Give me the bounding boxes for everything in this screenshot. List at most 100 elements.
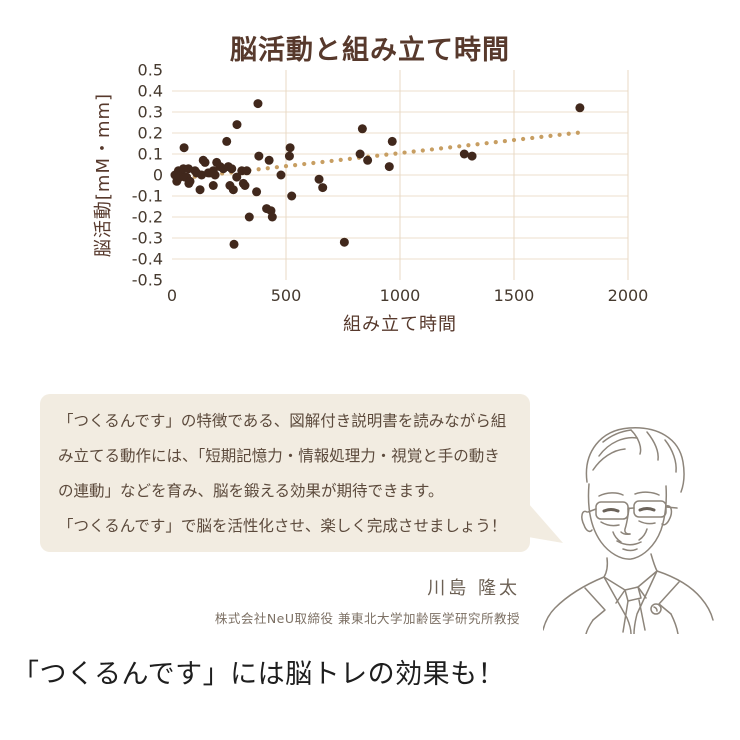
speech-bubble: 「つくるんです」の特徴である、図解付き説明書を読みながら組 み立てる動作には、「… [40,394,530,552]
portrait-illustration [543,427,714,634]
trend-dot [256,167,261,172]
trend-dot [493,140,498,145]
x-tick-label: 1500 [494,286,535,305]
y-tick-label: 0.4 [138,82,163,101]
trend-dot [302,161,307,167]
scatter-point [185,176,195,186]
trend-dot [438,146,444,151]
chart-title: 脳活動と組み立て時間 [230,35,510,66]
trend-dot [402,150,407,155]
y-tick-label: 0.5 [138,61,163,80]
trend-dot [511,137,517,143]
trend-dot [375,153,380,158]
trend-dot [320,159,325,165]
x-tick-label: 500 [271,286,302,305]
scatter-point [228,185,238,195]
trend-dot [384,152,389,157]
bubble-text-line: み立てる動作には、「短期記憶力・情報処理力・視覚と手の動き [58,447,500,465]
trend-dot [502,138,507,144]
trend-dot [265,166,270,171]
scatter-point [179,143,189,153]
trend-dot [575,130,580,135]
scatter-point [287,191,297,201]
person-affiliation: 株式会社NeU取締役 兼東北大学加齢医学研究所教授 [214,611,520,626]
scatter-point [253,99,263,109]
y-tick-label: 0.3 [138,103,163,122]
bubble-text-line: の連動」などを育み、脳を鍛える効果が期待できます。 [58,482,444,500]
scatter-point [459,149,469,159]
face-icon [581,483,673,560]
trend-dot [338,157,343,162]
bubble-text-line: 「つくるんです」の特徴である、図解付き説明書を読みながら組 [58,412,507,430]
trend-dot [347,156,352,161]
trend-dot [274,165,279,170]
scatter-point [222,136,232,146]
x-axis-label: 組み立て時間 [343,314,457,335]
scatter-point [254,151,264,161]
trend-dot [448,145,453,150]
scatter-point [229,239,239,249]
trend-dot [566,131,571,136]
x-tick-label: 0 [167,286,177,305]
scatter-point [208,181,218,190]
scatter-point [195,185,205,195]
trend-dot [521,136,526,142]
trend-dot [293,163,298,168]
y-tick-label: -0.5 [132,271,163,290]
trend-dot [283,164,289,169]
trend-dot [530,135,535,141]
scatter-point [339,237,349,247]
y-tick-label: -0.3 [132,229,163,248]
scatter-point [276,170,286,180]
scatter-point [240,181,250,190]
scatter-point [357,124,367,134]
y-tick-label: -0.2 [132,208,163,227]
trend-dot [557,132,562,137]
trend-dot [329,158,334,164]
lapel-pin-icon [650,603,662,615]
scatter-point [200,157,210,167]
scatter-point [318,183,328,193]
scatter-point [267,212,277,222]
scatter-point [363,155,373,165]
scatter-chart: 0.50.40.30.20.10-0.1-0.2-0.3-0.4-0.50 500… [132,61,649,306]
trend-dot [484,141,489,146]
y-tick-label: 0.1 [138,145,163,164]
suit-icon [543,553,714,634]
hair-icon [585,427,685,493]
y-tick-label: 0.2 [138,124,163,143]
y-tick-label: -0.1 [132,187,163,206]
trend-dot [311,160,316,166]
scatter-point [232,120,242,130]
scatter-point [252,187,262,197]
trend-dot [548,133,553,138]
y-tick-label: 0 [153,166,163,185]
x-tick-label: 1000 [380,286,421,305]
scatter-point [467,151,477,161]
trend-dot [457,144,462,149]
trend-dot [420,148,425,153]
person-name: 川島 隆太 [427,578,520,599]
speech-bubble-tail [528,503,563,543]
trend-dot [411,149,416,154]
trend-dot [539,134,544,140]
x-tick-label: 2000 [608,286,649,305]
scatter-point [232,172,242,182]
y-tick-label: -0.4 [132,250,163,269]
bubble-text-line: 「つくるんです」で脳を活性化させ、楽しく完成させましょう！ [58,517,507,535]
scatter-point [210,170,220,180]
trend-dot [475,142,480,147]
scatter-point [264,155,274,165]
y-axis-label: 脳活動[mM・mm] [93,92,114,258]
scatter-point [575,103,585,113]
trend-dot [466,143,471,148]
scatter-point [355,149,365,159]
scatter-point [384,162,394,172]
scatter-point [387,136,397,146]
scatter-point [244,212,254,222]
person-block: 川島 隆太 株式会社NeU取締役 兼東北大学加齢医学研究所教授 [100,574,520,627]
scatter-point [285,143,295,153]
trend-dot [429,147,435,152]
scatter-point [227,164,237,174]
